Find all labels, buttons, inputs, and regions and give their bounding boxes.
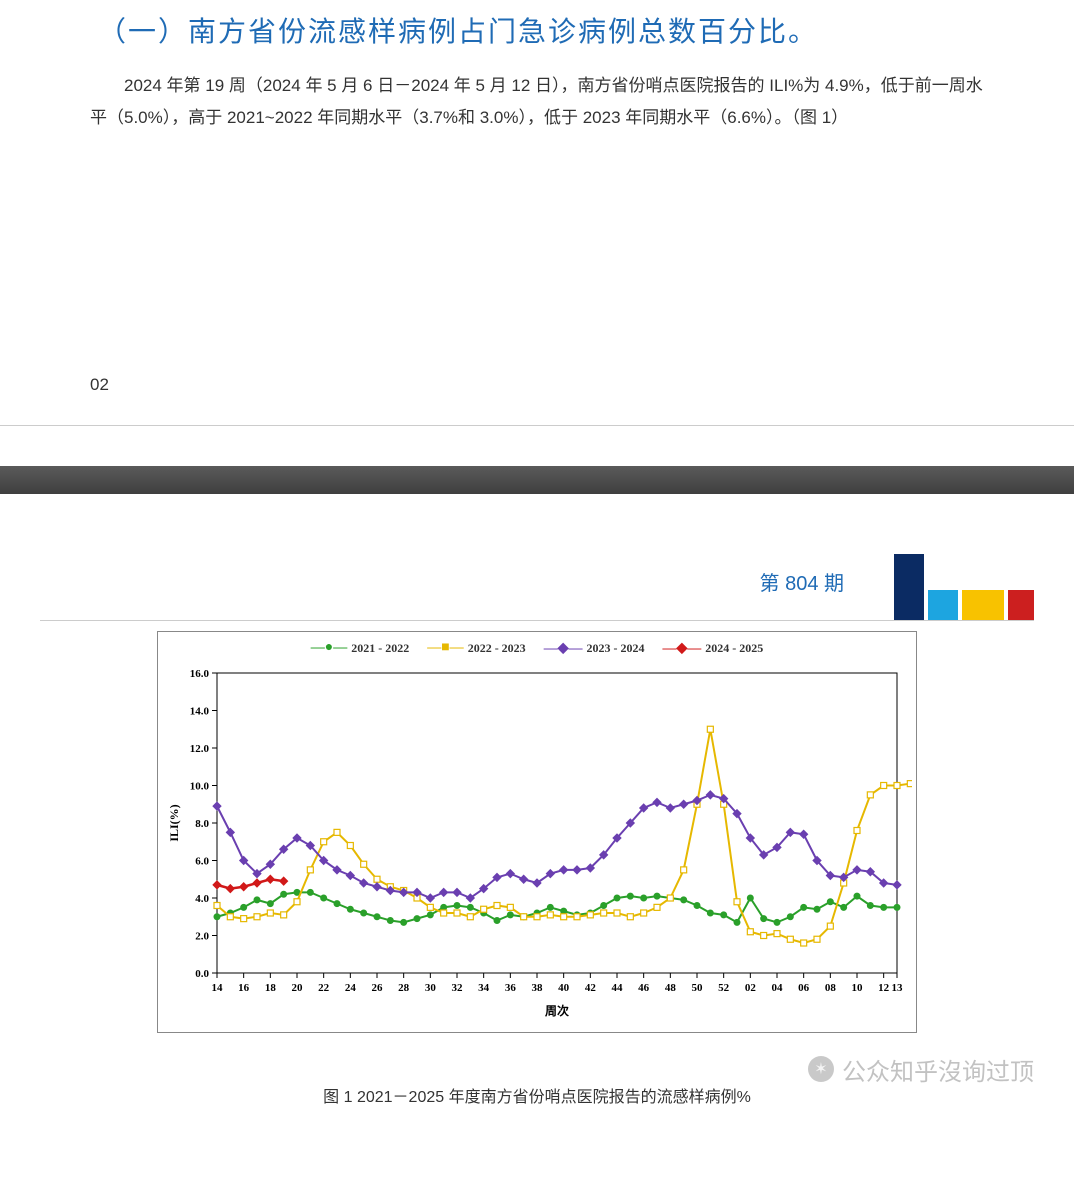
svg-text:30: 30 bbox=[425, 982, 437, 994]
svg-text:48: 48 bbox=[665, 982, 677, 994]
page-1: （一）南方省份流感样病例占门急诊病例总数百分比。 2024 年第 19 周（20… bbox=[0, 0, 1074, 426]
svg-text:22: 22 bbox=[318, 982, 330, 994]
svg-text:46: 46 bbox=[638, 982, 650, 994]
svg-text:06: 06 bbox=[798, 982, 810, 994]
page-number: 02 bbox=[90, 375, 984, 395]
svg-text:14: 14 bbox=[212, 982, 224, 994]
svg-text:12.0: 12.0 bbox=[190, 743, 210, 755]
svg-text:16: 16 bbox=[238, 982, 250, 994]
svg-text:16.0: 16.0 bbox=[190, 668, 210, 680]
chart-legend: —●—2021 - 2022 —■—2022 - 2023 —◆—2023 - 20… bbox=[162, 640, 912, 657]
legend-item: —◆—2023 - 2024 bbox=[544, 640, 645, 657]
line-chart-svg: 0.0 2.0 4.0 6.0 8.0 10.0 12.0 14.0 16.0 ILI(%) 14 1… bbox=[162, 663, 912, 1023]
svg-text:0.0: 0.0 bbox=[195, 968, 209, 980]
page-divider-bar bbox=[0, 466, 1074, 494]
watermark: ✶ 公众知乎沒询过顶 bbox=[808, 1052, 1034, 1087]
svg-text:ILI(%): ILI(%) bbox=[167, 804, 181, 841]
svg-text:14.0: 14.0 bbox=[190, 705, 210, 717]
section-title: （一）南方省份流感样病例占门急诊病例总数百分比。 bbox=[90, 10, 984, 50]
legend-item: —■—2022 - 2023 bbox=[427, 640, 525, 657]
svg-text:50: 50 bbox=[692, 982, 704, 994]
svg-text:38: 38 bbox=[532, 982, 544, 994]
svg-text:10.0: 10.0 bbox=[190, 780, 210, 792]
svg-text:02: 02 bbox=[745, 982, 757, 994]
decoration-block bbox=[928, 590, 958, 620]
svg-text:28: 28 bbox=[398, 982, 410, 994]
legend-item: —●—2021 - 2022 bbox=[311, 640, 409, 657]
svg-text:10: 10 bbox=[852, 982, 864, 994]
svg-text:8.0: 8.0 bbox=[195, 818, 209, 830]
figure-1-caption: 图 1 2021－2025 年度南方省份哨点医院报告的流感样病例% bbox=[40, 1083, 1034, 1107]
header-decoration-blocks bbox=[894, 554, 1034, 620]
svg-text:周次: 周次 bbox=[545, 1003, 569, 1018]
issue-number: 第 804 期 bbox=[760, 567, 844, 620]
issue-header: 第 804 期 bbox=[40, 554, 1034, 621]
svg-text:4.0: 4.0 bbox=[195, 893, 209, 905]
svg-text:44: 44 bbox=[612, 982, 624, 994]
wechat-icon: ✶ bbox=[808, 1056, 834, 1082]
svg-text:12: 12 bbox=[878, 982, 890, 994]
decoration-block bbox=[962, 590, 1004, 620]
svg-text:40: 40 bbox=[558, 982, 570, 994]
decoration-block bbox=[894, 554, 924, 620]
svg-text:2.0: 2.0 bbox=[195, 930, 209, 942]
svg-text:36: 36 bbox=[505, 982, 517, 994]
svg-text:08: 08 bbox=[825, 982, 837, 994]
svg-text:24: 24 bbox=[345, 982, 357, 994]
page-2: 第 804 期 —●—2021 - 2022 —■—2022 - 2023 —◆—2… bbox=[0, 494, 1074, 1127]
svg-text:32: 32 bbox=[452, 982, 464, 994]
svg-text:20: 20 bbox=[292, 982, 304, 994]
decoration-block bbox=[1008, 590, 1034, 620]
body-paragraph: 2024 年第 19 周（2024 年 5 月 6 日－2024 年 5 月 1… bbox=[90, 70, 984, 135]
watermark-text: 公众知乎沒询过顶 bbox=[842, 1052, 1034, 1087]
svg-text:18: 18 bbox=[265, 982, 277, 994]
svg-text:52: 52 bbox=[718, 982, 730, 994]
figure-1-chart: —●—2021 - 2022 —■—2022 - 2023 —◆—2023 - 20… bbox=[157, 631, 917, 1033]
svg-text:26: 26 bbox=[372, 982, 384, 994]
svg-text:13: 13 bbox=[892, 982, 904, 994]
svg-text:34: 34 bbox=[478, 982, 490, 994]
svg-text:42: 42 bbox=[585, 982, 597, 994]
legend-item: —◆—2024 - 2025 bbox=[662, 640, 763, 657]
svg-text:04: 04 bbox=[772, 982, 784, 994]
svg-text:6.0: 6.0 bbox=[195, 855, 209, 867]
